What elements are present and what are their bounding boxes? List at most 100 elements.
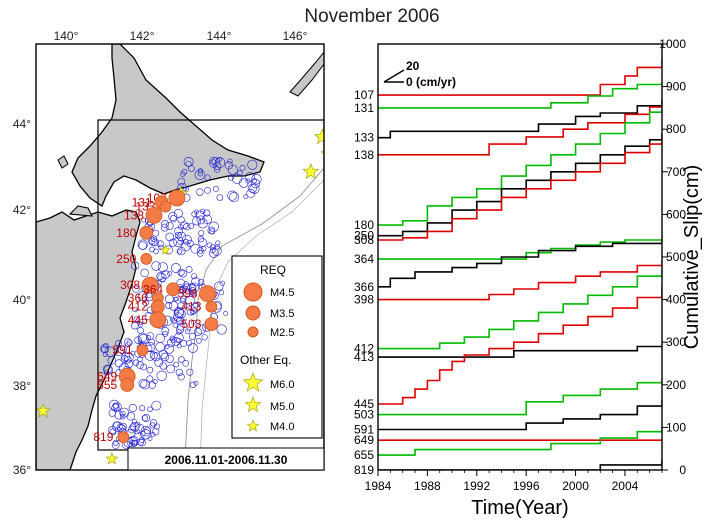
- eq-circle: [169, 215, 177, 223]
- eq-circle: [236, 170, 243, 176]
- eq-circle: [102, 364, 113, 374]
- eq-circle: [170, 263, 181, 273]
- eq-circle: [119, 407, 130, 418]
- eq-circle: [142, 299, 149, 307]
- eq-circle: [185, 266, 193, 273]
- station-marker-398: [199, 285, 216, 303]
- eq-circle: [188, 287, 197, 295]
- series-line-133: [378, 99, 662, 139]
- eq-circle: [208, 221, 219, 233]
- y-tick-label-200: 200: [666, 378, 686, 392]
- eq-circle: [161, 327, 170, 335]
- eq-circle: [157, 262, 168, 273]
- eq-circle: [204, 174, 211, 181]
- series-label-107: 107: [354, 88, 374, 102]
- eq-circle: [132, 359, 140, 366]
- series-label-503: 503: [354, 408, 374, 422]
- eq-circle: [149, 422, 156, 429]
- eq-circle: [116, 423, 125, 432]
- eq-circle: [177, 302, 185, 310]
- eq-circle: [197, 247, 204, 254]
- eq-circle: [128, 403, 137, 413]
- y-tick-label-100: 100: [666, 420, 686, 434]
- map-panel: 1071311331381802503083643663984124134455…: [13, 29, 325, 477]
- legend-req-m25: M2.5: [270, 327, 294, 339]
- scale-indicator: 20 0 (cm/yr): [383, 59, 456, 89]
- series-label-180: 180: [354, 218, 374, 232]
- eq-star: [36, 403, 51, 418]
- station-marker-180: [139, 225, 154, 240]
- eq-circle: [186, 239, 194, 247]
- eq-circle: [193, 327, 203, 337]
- date-range-box: [127, 447, 325, 471]
- eq-circle: [113, 421, 121, 429]
- station-marker-445: [149, 311, 167, 329]
- eq-circle: [189, 381, 197, 388]
- legend-star-small: [246, 419, 260, 432]
- eq-circle: [179, 269, 187, 278]
- eq-circle: [207, 226, 216, 235]
- legend-star-medium: [244, 396, 262, 413]
- series-line-819: [378, 459, 662, 470]
- series-line-503: [378, 378, 662, 416]
- series-line-445: [378, 286, 662, 405]
- eq-circle: [151, 238, 160, 247]
- eq-circle: [214, 281, 224, 291]
- series-label-649: 649: [354, 433, 374, 447]
- eq-circle: [151, 400, 162, 411]
- eq-circle: [249, 183, 260, 194]
- eq-circle: [196, 215, 206, 225]
- legend-req-title: REQ: [260, 263, 286, 277]
- eq-circle: [185, 295, 196, 306]
- eq-circle: [150, 431, 156, 437]
- eq-circle: [137, 327, 144, 334]
- eq-circle: [194, 209, 199, 215]
- eq-circle: [171, 336, 181, 346]
- series-label-445: 445: [354, 397, 374, 411]
- eq-circle: [102, 351, 108, 357]
- station-label-250: 250: [116, 252, 136, 266]
- eq-circle: [189, 332, 197, 341]
- eq-circle: [175, 337, 182, 344]
- eq-circle: [109, 428, 117, 436]
- y-axis-ticks: 0 100 200 300 400 500 600 700 800 900 1000: [659, 37, 686, 477]
- eq-circle: [168, 238, 177, 247]
- eq-circle: [188, 282, 200, 293]
- eq-circle: [191, 319, 196, 325]
- y-tick-label-800: 800: [666, 122, 686, 136]
- map-land-islands: [57, 155, 69, 169]
- series-label-412: 412: [354, 342, 374, 356]
- eq-circle: [176, 248, 183, 255]
- eq-circle: [216, 324, 227, 335]
- eq-circle: [219, 280, 225, 286]
- eq-circle: [152, 428, 160, 436]
- eq-circle: [117, 345, 127, 354]
- eq-circle: [173, 361, 180, 368]
- eq-circle: [196, 250, 204, 257]
- y-axis-label: Cumulative_Slip(cm): [681, 165, 703, 350]
- eq-circle: [191, 211, 198, 217]
- series-line-413: [378, 344, 662, 358]
- eq-circle: [186, 326, 192, 332]
- y-tick-label-400: 400: [666, 293, 686, 307]
- eq-circle: [156, 272, 165, 281]
- scale-label-bottom: 0 (cm/yr): [406, 75, 456, 89]
- eq-circle: [201, 246, 207, 252]
- legend-req-m45: M4.5: [270, 287, 294, 299]
- legend-req-m35: M3.5: [270, 308, 294, 320]
- lon-tick-146: 146°: [283, 29, 308, 43]
- series-line-138: [378, 102, 662, 156]
- eq-circle: [169, 301, 179, 311]
- series-line-655: [378, 427, 662, 456]
- scale-label-top: 20: [406, 59, 420, 73]
- eq-circle: [202, 214, 212, 225]
- x-tick-label-1988: 1988: [414, 479, 441, 493]
- eq-circles: [100, 156, 262, 449]
- series-line-180: [378, 108, 662, 226]
- eq-star: [302, 163, 320, 179]
- eq-circle: [140, 429, 151, 440]
- eq-circle: [159, 362, 167, 370]
- eq-circle: [245, 172, 255, 182]
- eq-circle: [196, 338, 202, 344]
